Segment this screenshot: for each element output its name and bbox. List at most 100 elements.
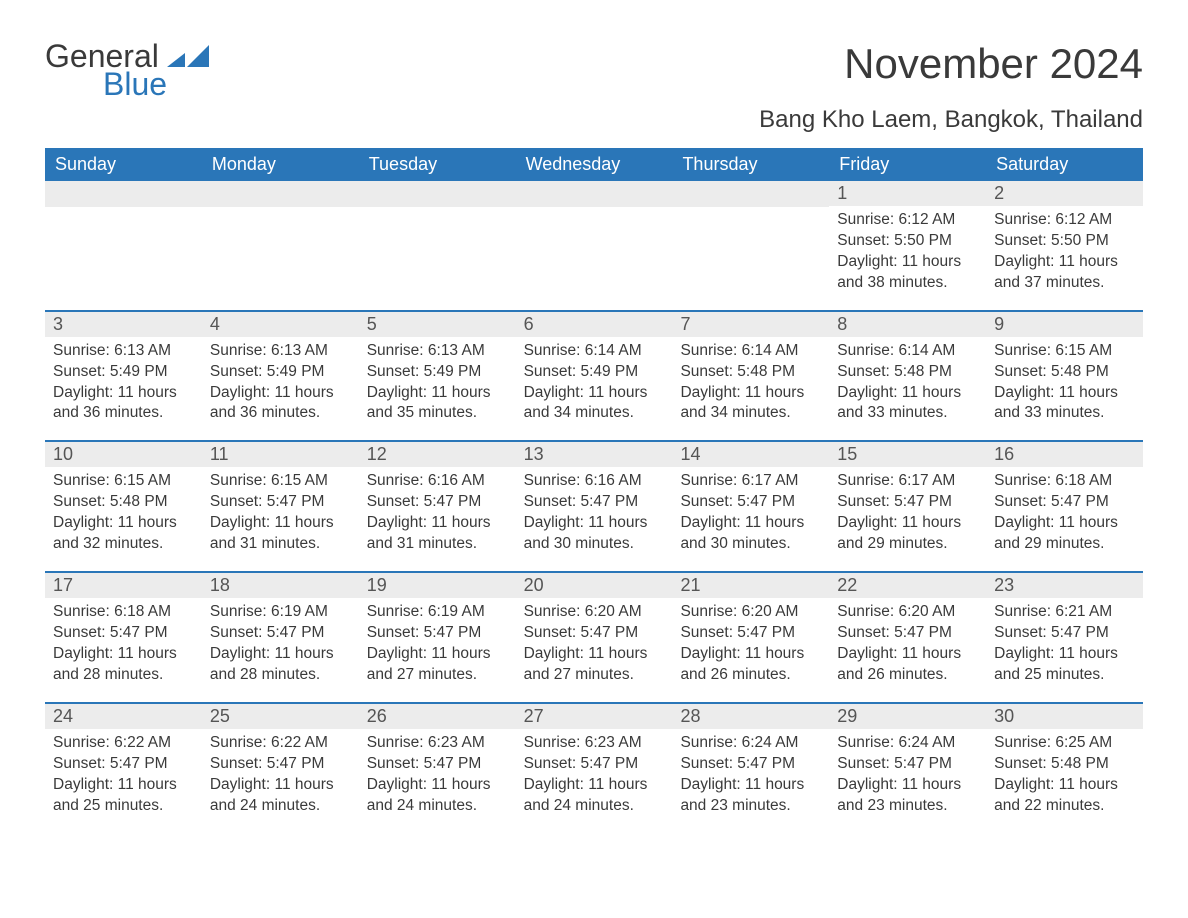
sunset-text: Sunset: 5:47 PM	[367, 623, 508, 644]
sunrise-text: Sunrise: 6:17 AM	[837, 471, 978, 492]
sunrise-text: Sunrise: 6:23 AM	[367, 733, 508, 754]
calendar-cell: 8Sunrise: 6:14 AMSunset: 5:48 PMDaylight…	[829, 312, 986, 431]
calendar-cell: 10Sunrise: 6:15 AMSunset: 5:48 PMDayligh…	[45, 442, 202, 561]
sunrise-text: Sunrise: 6:15 AM	[53, 471, 194, 492]
calendar-cell: 7Sunrise: 6:14 AMSunset: 5:48 PMDaylight…	[672, 312, 829, 431]
daylight-text: Daylight: 11 hours and 28 minutes.	[53, 644, 194, 686]
sunset-text: Sunset: 5:49 PM	[367, 362, 508, 383]
day-number: 10	[45, 442, 202, 467]
dow-wednesday: Wednesday	[516, 148, 673, 181]
daylight-text: Daylight: 11 hours and 31 minutes.	[367, 513, 508, 555]
day-details: Sunrise: 6:14 AMSunset: 5:48 PMDaylight:…	[829, 337, 986, 431]
sunset-text: Sunset: 5:47 PM	[837, 754, 978, 775]
calendar-week: 17Sunrise: 6:18 AMSunset: 5:47 PMDayligh…	[45, 571, 1143, 692]
daylight-text: Daylight: 11 hours and 30 minutes.	[680, 513, 821, 555]
day-number: 26	[359, 704, 516, 729]
day-number: 11	[202, 442, 359, 467]
calendar-week: 24Sunrise: 6:22 AMSunset: 5:47 PMDayligh…	[45, 702, 1143, 823]
day-number: 22	[829, 573, 986, 598]
sunrise-text: Sunrise: 6:20 AM	[837, 602, 978, 623]
day-details: Sunrise: 6:20 AMSunset: 5:47 PMDaylight:…	[829, 598, 986, 692]
brand-text: General Blue	[45, 40, 209, 103]
daylight-text: Daylight: 11 hours and 31 minutes.	[210, 513, 351, 555]
sunset-text: Sunset: 5:47 PM	[367, 492, 508, 513]
calendar-cell: 9Sunrise: 6:15 AMSunset: 5:48 PMDaylight…	[986, 312, 1143, 431]
day-number: 30	[986, 704, 1143, 729]
daylight-text: Daylight: 11 hours and 26 minutes.	[837, 644, 978, 686]
calendar-cell: 1Sunrise: 6:12 AMSunset: 5:50 PMDaylight…	[829, 181, 986, 300]
daylight-text: Daylight: 11 hours and 25 minutes.	[994, 644, 1135, 686]
sunset-text: Sunset: 5:47 PM	[210, 492, 351, 513]
sunset-text: Sunset: 5:49 PM	[53, 362, 194, 383]
day-details: Sunrise: 6:20 AMSunset: 5:47 PMDaylight:…	[672, 598, 829, 692]
daylight-text: Daylight: 11 hours and 25 minutes.	[53, 775, 194, 817]
day-number	[45, 181, 202, 207]
sunset-text: Sunset: 5:48 PM	[994, 754, 1135, 775]
calendar-cell	[359, 181, 516, 300]
sunrise-text: Sunrise: 6:16 AM	[367, 471, 508, 492]
calendar-cell: 15Sunrise: 6:17 AMSunset: 5:47 PMDayligh…	[829, 442, 986, 561]
day-details: Sunrise: 6:13 AMSunset: 5:49 PMDaylight:…	[359, 337, 516, 431]
day-details: Sunrise: 6:16 AMSunset: 5:47 PMDaylight:…	[359, 467, 516, 561]
day-number: 9	[986, 312, 1143, 337]
daylight-text: Daylight: 11 hours and 24 minutes.	[210, 775, 351, 817]
day-details: Sunrise: 6:22 AMSunset: 5:47 PMDaylight:…	[45, 729, 202, 823]
sunset-text: Sunset: 5:50 PM	[994, 231, 1135, 252]
sunrise-text: Sunrise: 6:12 AM	[837, 210, 978, 231]
calendar-cell	[516, 181, 673, 300]
day-number: 2	[986, 181, 1143, 206]
sunset-text: Sunset: 5:47 PM	[994, 623, 1135, 644]
day-number: 14	[672, 442, 829, 467]
sunset-text: Sunset: 5:47 PM	[53, 754, 194, 775]
calendar-cell	[45, 181, 202, 300]
dow-thursday: Thursday	[672, 148, 829, 181]
day-number: 6	[516, 312, 673, 337]
day-number: 16	[986, 442, 1143, 467]
sunset-text: Sunset: 5:47 PM	[524, 754, 665, 775]
flag-icon	[167, 45, 209, 72]
calendar-week: 1Sunrise: 6:12 AMSunset: 5:50 PMDaylight…	[45, 181, 1143, 300]
sunrise-text: Sunrise: 6:19 AM	[367, 602, 508, 623]
daylight-text: Daylight: 11 hours and 36 minutes.	[53, 383, 194, 425]
calendar-cell: 12Sunrise: 6:16 AMSunset: 5:47 PMDayligh…	[359, 442, 516, 561]
daylight-text: Daylight: 11 hours and 29 minutes.	[837, 513, 978, 555]
sunrise-text: Sunrise: 6:13 AM	[367, 341, 508, 362]
calendar-week: 3Sunrise: 6:13 AMSunset: 5:49 PMDaylight…	[45, 310, 1143, 431]
dow-saturday: Saturday	[986, 148, 1143, 181]
calendar-cell: 27Sunrise: 6:23 AMSunset: 5:47 PMDayligh…	[516, 704, 673, 823]
sunset-text: Sunset: 5:47 PM	[994, 492, 1135, 513]
sunset-text: Sunset: 5:48 PM	[994, 362, 1135, 383]
day-details: Sunrise: 6:19 AMSunset: 5:47 PMDaylight:…	[359, 598, 516, 692]
day-details: Sunrise: 6:20 AMSunset: 5:47 PMDaylight:…	[516, 598, 673, 692]
calendar-cell: 19Sunrise: 6:19 AMSunset: 5:47 PMDayligh…	[359, 573, 516, 692]
calendar-cell: 17Sunrise: 6:18 AMSunset: 5:47 PMDayligh…	[45, 573, 202, 692]
day-details: Sunrise: 6:15 AMSunset: 5:48 PMDaylight:…	[986, 337, 1143, 431]
day-number: 29	[829, 704, 986, 729]
day-details: Sunrise: 6:14 AMSunset: 5:49 PMDaylight:…	[516, 337, 673, 431]
sunset-text: Sunset: 5:47 PM	[524, 492, 665, 513]
day-number	[672, 181, 829, 207]
daylight-text: Daylight: 11 hours and 28 minutes.	[210, 644, 351, 686]
daylight-text: Daylight: 11 hours and 22 minutes.	[994, 775, 1135, 817]
day-number: 8	[829, 312, 986, 337]
day-number: 24	[45, 704, 202, 729]
calendar-week: 10Sunrise: 6:15 AMSunset: 5:48 PMDayligh…	[45, 440, 1143, 561]
sunrise-text: Sunrise: 6:13 AM	[53, 341, 194, 362]
day-details: Sunrise: 6:22 AMSunset: 5:47 PMDaylight:…	[202, 729, 359, 823]
calendar-cell: 21Sunrise: 6:20 AMSunset: 5:47 PMDayligh…	[672, 573, 829, 692]
sunrise-text: Sunrise: 6:19 AM	[210, 602, 351, 623]
daylight-text: Daylight: 11 hours and 33 minutes.	[994, 383, 1135, 425]
day-number: 19	[359, 573, 516, 598]
calendar-cell	[672, 181, 829, 300]
calendar-cell: 2Sunrise: 6:12 AMSunset: 5:50 PMDaylight…	[986, 181, 1143, 300]
calendar-cell: 13Sunrise: 6:16 AMSunset: 5:47 PMDayligh…	[516, 442, 673, 561]
sunrise-text: Sunrise: 6:13 AM	[210, 341, 351, 362]
month-title: November 2024	[759, 40, 1143, 88]
sunset-text: Sunset: 5:47 PM	[680, 623, 821, 644]
calendar-cell	[202, 181, 359, 300]
sunset-text: Sunset: 5:48 PM	[837, 362, 978, 383]
day-details: Sunrise: 6:18 AMSunset: 5:47 PMDaylight:…	[986, 467, 1143, 561]
day-details: Sunrise: 6:13 AMSunset: 5:49 PMDaylight:…	[45, 337, 202, 431]
calendar-cell: 20Sunrise: 6:20 AMSunset: 5:47 PMDayligh…	[516, 573, 673, 692]
day-details: Sunrise: 6:24 AMSunset: 5:47 PMDaylight:…	[672, 729, 829, 823]
